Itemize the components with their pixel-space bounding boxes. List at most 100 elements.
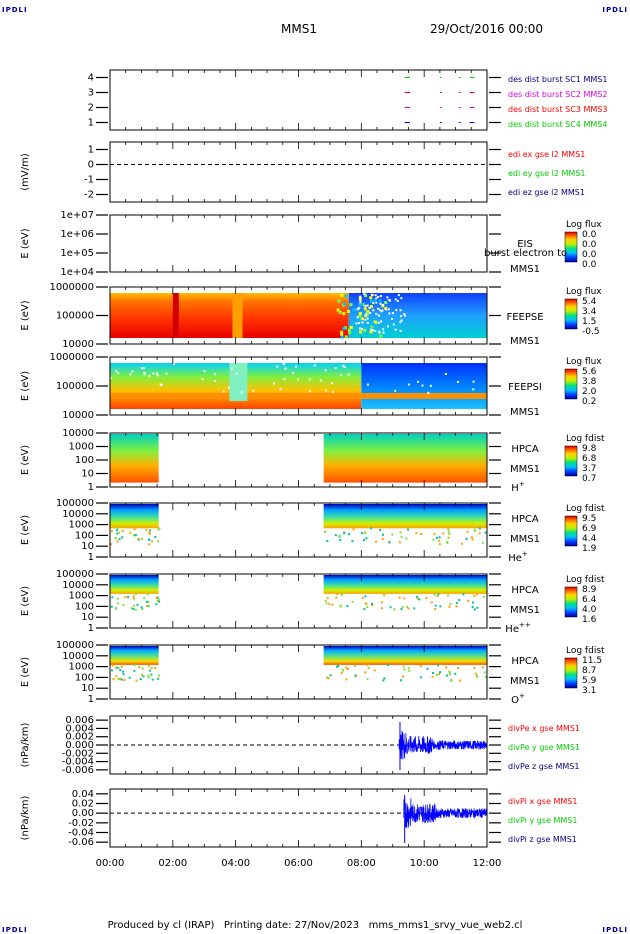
colorbar-tick-label: 6.4 — [582, 595, 597, 605]
legend-entry: edi ez gse l2 MMS1 — [508, 188, 585, 197]
species-label: He+ — [508, 550, 528, 564]
hpca-speck — [347, 533, 350, 536]
hpca-speck — [117, 677, 120, 680]
hpca-speck — [465, 537, 468, 540]
hpca-speck — [407, 528, 410, 531]
feepse-early-band — [110, 293, 349, 338]
feepsi-gap — [235, 372, 238, 375]
hpca-block — [323, 434, 487, 483]
feepsi-gap — [115, 370, 118, 373]
colorbar-tick-label: 0.0 — [582, 230, 597, 240]
hpca-speck — [147, 674, 150, 677]
feepse-gap — [377, 307, 380, 310]
hpca-speck — [437, 664, 440, 667]
y-axis-label: E (eV) — [20, 371, 31, 401]
hpca-speck — [364, 531, 367, 534]
hpca-speck — [438, 543, 441, 546]
feepse-gap — [370, 328, 373, 331]
hpca-speck — [334, 534, 337, 537]
colorbar-tick-label: 3.8 — [582, 377, 597, 387]
y-tick-label: 1e+05 — [60, 248, 94, 259]
hpca-speck — [345, 666, 348, 669]
instrument-label: FEEPSE — [506, 312, 543, 323]
feepse-pixel — [369, 299, 373, 303]
hpca-speck — [462, 593, 465, 596]
feepsi-gap — [308, 378, 311, 381]
y-tick-label: 1 — [88, 694, 94, 705]
feepsi-gap — [131, 370, 134, 373]
hpca-speck — [335, 592, 338, 595]
feepse-pixel — [340, 332, 344, 336]
hpca-speck — [449, 673, 452, 676]
feepse-gap — [392, 323, 395, 326]
legend-entry: divPi y gse MMS1 — [508, 816, 577, 825]
hpca-speck — [482, 595, 485, 598]
hpca-speck — [472, 601, 475, 604]
hpca-speck — [141, 673, 144, 676]
panel-frame — [109, 69, 488, 131]
feepse-pixel — [379, 334, 383, 338]
hpca-speck — [366, 678, 369, 681]
feepse-gap — [359, 301, 362, 304]
feepse-stripe — [232, 293, 243, 338]
hpca-speck — [111, 596, 114, 599]
feepse-pixel — [366, 310, 370, 314]
hpca-speck — [157, 677, 160, 680]
feepsi-gap — [201, 378, 204, 381]
hpca-speck — [363, 608, 366, 611]
hpca-speck — [156, 596, 159, 599]
feepse-pixel — [369, 330, 373, 334]
feepse-pixel — [342, 327, 346, 331]
hpca-speck — [365, 537, 368, 540]
feepsi-gap — [394, 389, 397, 392]
feepse-pixel — [384, 301, 388, 305]
feepsi-gap — [148, 374, 151, 377]
hpca-speck — [118, 538, 121, 541]
hpca-speck — [326, 676, 329, 679]
hpca-speck — [455, 605, 458, 608]
hpca-speck — [366, 664, 369, 667]
hpca-speck — [139, 678, 142, 681]
feepsi-gap — [156, 374, 159, 377]
instrument-label: HPCA — [511, 656, 539, 667]
colorbar-tick-label: 11.5 — [582, 656, 602, 666]
x-tick-label: 02:00 — [158, 858, 187, 869]
feepse-gap — [377, 321, 380, 324]
hpca-block — [110, 575, 159, 594]
y-tick-label: 1000 — [69, 520, 94, 531]
hpca-speck — [138, 537, 141, 540]
feepsi-gap — [421, 384, 424, 387]
feepse-pixel — [347, 309, 351, 313]
feepse-gap — [372, 309, 375, 312]
y-tick-label: 10 — [81, 469, 94, 480]
hpca-speck — [438, 671, 441, 674]
hpca-speck — [116, 527, 119, 530]
feepse-gap — [395, 309, 398, 312]
hpca-speck — [381, 533, 384, 536]
feepsi-gap — [143, 373, 146, 376]
feepsi-gap — [472, 388, 475, 391]
hpca-speck — [147, 605, 150, 608]
hpca-speck — [473, 594, 476, 597]
hpca-speck — [382, 679, 385, 682]
hpca-speck — [450, 678, 453, 681]
colorbar-tick-label: 0.7 — [582, 474, 596, 484]
hpca-speck — [445, 674, 448, 677]
x-axis: 00:00 02:00 04:00 06:00 08:00 10:00 12:00 — [96, 858, 502, 869]
y-tick-label: -0.06 — [68, 837, 94, 848]
instrument-label: HPCA — [511, 444, 539, 455]
hpca-speck — [133, 669, 136, 672]
feepse-pixel — [359, 330, 363, 334]
hpca-speck — [148, 529, 151, 532]
colorbar-tick-label: 5.4 — [582, 297, 597, 307]
y-tick-label: 0.006 — [65, 715, 94, 726]
hpca-speck — [476, 606, 479, 609]
panel-divpe: divPe x gse MMS1 divPe y gse MMS1 divPe z … — [20, 715, 580, 776]
feepse-pixel — [348, 331, 352, 335]
y-tick-label: 1000000 — [49, 282, 94, 293]
feepsi-gap — [324, 389, 327, 392]
legend-entry: divPi z gse MMS1 — [508, 835, 577, 844]
hpca-speck — [375, 540, 378, 543]
hpca-speck — [147, 664, 150, 667]
hpca-speck — [339, 605, 342, 608]
